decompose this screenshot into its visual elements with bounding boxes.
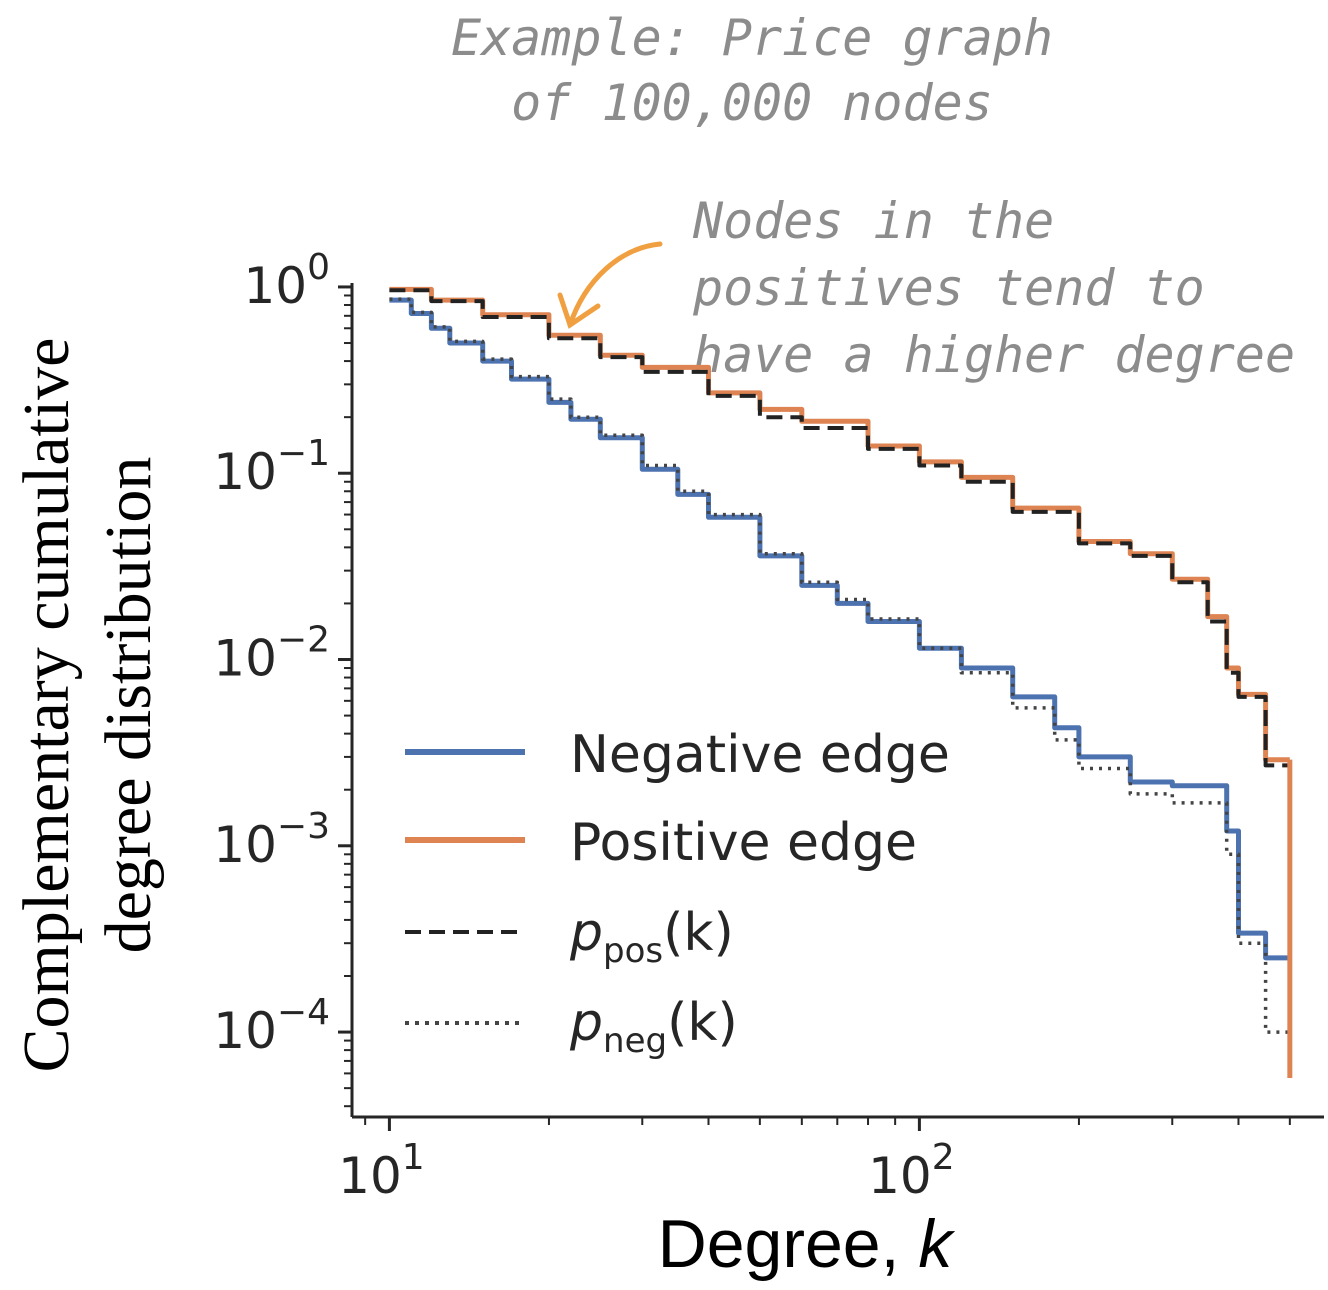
y-axis-title-line-2: degree distribution	[92, 457, 165, 954]
legend-pneg-sub: neg	[603, 1021, 667, 1061]
series-line-0	[389, 297, 1290, 961]
y-tick-label-3: 10−3	[213, 806, 330, 874]
y-tick-exp-2: −2	[277, 620, 330, 661]
x-tick-base-0: 10	[338, 1147, 402, 1205]
y-tick-base-4: 10	[213, 1002, 277, 1060]
legend: Negative edge Positive edge ppos(k) pneg…	[405, 725, 950, 1061]
x-axis-title-variable: k	[918, 1206, 955, 1282]
y-tick-base-0: 10	[243, 257, 307, 315]
annotation-note-line-3: have a higher degree	[693, 326, 1295, 384]
legend-label-ppos: ppos(k)	[569, 903, 734, 971]
y-axis-title-line-1: Complementary cumulative	[10, 338, 83, 1073]
x-tick-label-0: 101	[338, 1137, 425, 1205]
series-layer	[389, 286, 1293, 1078]
annotation-note-line-1: Nodes in the	[692, 192, 1054, 250]
legend-label-negative: Negative edge	[570, 725, 950, 785]
legend-label-pneg: pneg(k)	[569, 993, 738, 1061]
annotation-arrow	[557, 241, 663, 329]
series-line-2	[389, 288, 1290, 768]
y-tick-exp-3: −3	[277, 806, 330, 847]
annotation-title-line-1: Example: Price graph	[451, 9, 1053, 67]
y-axis-title: Complementary cumulative degree distribu…	[10, 338, 165, 1073]
y-tick-exp-4: −4	[277, 992, 330, 1033]
y-tick-base-2: 10	[213, 630, 277, 688]
x-tick-label-1: 102	[868, 1137, 955, 1205]
x-axis-title: Degree, k	[658, 1206, 956, 1282]
annotation-arrow-head	[557, 292, 601, 329]
y-tick-exp-1: −1	[277, 433, 330, 474]
annotation-note-line-2: positives tend to	[692, 259, 1205, 317]
y-tick-label-4: 10−4	[213, 992, 330, 1060]
annotation-title-line-2: of 100,000 nodes	[511, 74, 993, 132]
legend-ppos-suffix: (k)	[663, 903, 734, 963]
y-tick-exp-0: 0	[307, 247, 330, 288]
y-tick-base-3: 10	[213, 816, 277, 874]
annotation-arrow-shaft	[567, 241, 663, 328]
x-tick-base-1: 10	[868, 1147, 932, 1205]
legend-label-positive: Positive edge	[570, 813, 917, 873]
series-line-3	[389, 297, 1290, 1034]
x-tick-exp-0: 1	[402, 1137, 425, 1178]
y-tick-label-0: 100	[243, 247, 330, 315]
y-tick-label-2: 10−2	[213, 620, 330, 688]
series-line-1	[389, 286, 1290, 763]
legend-pneg-suffix: (k)	[667, 993, 738, 1053]
y-tick-base-1: 10	[213, 443, 277, 501]
legend-ppos-sub: pos	[603, 931, 663, 971]
x-tick-exp-1: 2	[932, 1137, 955, 1178]
legend-ppos-p: p	[569, 903, 603, 963]
y-tick-label-1: 10−1	[213, 433, 330, 501]
x-axis-title-text: Degree,	[658, 1206, 919, 1282]
legend-pneg-p: p	[569, 993, 603, 1053]
